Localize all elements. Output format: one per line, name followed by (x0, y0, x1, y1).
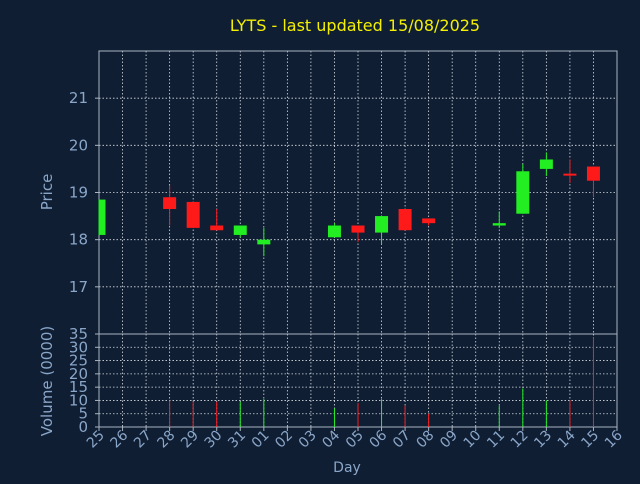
candle (327, 223, 341, 238)
candle (233, 225, 247, 238)
x-tick-label: 29 (178, 428, 202, 452)
candle-body (210, 225, 224, 231)
volume-y-tick-label: 0 (78, 418, 88, 436)
x-tick-label: 14 (555, 427, 579, 451)
candle-body (563, 173, 577, 176)
candle (257, 227, 271, 257)
candle (210, 209, 224, 231)
candle-body (257, 239, 271, 245)
price-y-tick-label: 18 (69, 231, 88, 249)
candle-body (327, 225, 341, 238)
price-y-tick-label: 21 (69, 89, 88, 107)
candle-body (398, 209, 412, 231)
candle (186, 201, 200, 228)
x-tick-label: 27 (131, 428, 155, 452)
candle-body (586, 166, 600, 181)
price-y-tick-label: 20 (69, 136, 88, 154)
candle-body (99, 199, 106, 235)
x-tick-label: 15 (578, 428, 602, 452)
x-tick-label: 01 (249, 428, 273, 452)
volume-y-tick-label: 30 (69, 338, 88, 356)
x-tick-label: 16 (602, 427, 626, 451)
price-panel: 17 18 19 20 21 (69, 50, 618, 335)
volume-y-tick-label: 10 (69, 391, 88, 409)
x-tick-label: 06 (366, 427, 390, 451)
candle (516, 164, 530, 214)
candle-body (375, 216, 389, 233)
candle (375, 216, 389, 245)
candle-body (233, 225, 247, 235)
candle-body (163, 197, 177, 210)
volume-axis-label: Volume (0000) (38, 326, 56, 436)
x-tick-label: 02 (272, 428, 296, 452)
volume-y-tick-label: 5 (78, 405, 88, 423)
candle (398, 209, 412, 231)
x-tick-label: 05 (343, 428, 367, 452)
candle (539, 152, 553, 176)
candle-body (422, 218, 436, 224)
x-tick-label: 31 (225, 428, 249, 452)
candle-body (516, 171, 530, 214)
candle (563, 159, 577, 184)
candle (98, 199, 106, 235)
candle-body (539, 159, 553, 169)
price-y-tick-label: 17 (69, 278, 88, 296)
chart-title: LYTS - last updated 15/08/2025 (230, 16, 480, 35)
x-tick-label: 26 (107, 427, 131, 451)
x-tick-label: 28 (155, 428, 179, 452)
candle-body (351, 225, 365, 233)
price-y-tick-label: 19 (69, 184, 88, 202)
x-tick-label: 09 (437, 428, 461, 452)
x-tick-label: 11 (484, 428, 508, 452)
x-tick-label: 04 (319, 427, 343, 451)
volume-y-tick-label: 35 (69, 325, 88, 343)
volume-y-tick-label: 25 (69, 352, 88, 370)
candle (163, 185, 177, 226)
x-tick-label: 30 (202, 428, 226, 452)
x-tick-label: 13 (531, 428, 555, 452)
candle (422, 218, 436, 226)
x-tick-label: 10 (461, 428, 485, 452)
x-axis-label: Day (333, 460, 361, 476)
x-tick-label: 07 (390, 428, 414, 452)
price-axis-label: Price (38, 174, 56, 211)
candle-body (492, 223, 506, 226)
candle (492, 211, 506, 228)
volume-y-tick-label: 20 (69, 365, 88, 383)
x-tick-label: 03 (296, 428, 320, 452)
x-tick-label: 08 (414, 428, 438, 452)
x-tick-label: 12 (508, 428, 532, 452)
volume-y-tick-label: 15 (69, 378, 88, 396)
candle (351, 225, 365, 243)
candle-body (186, 201, 200, 228)
candle (586, 166, 600, 198)
